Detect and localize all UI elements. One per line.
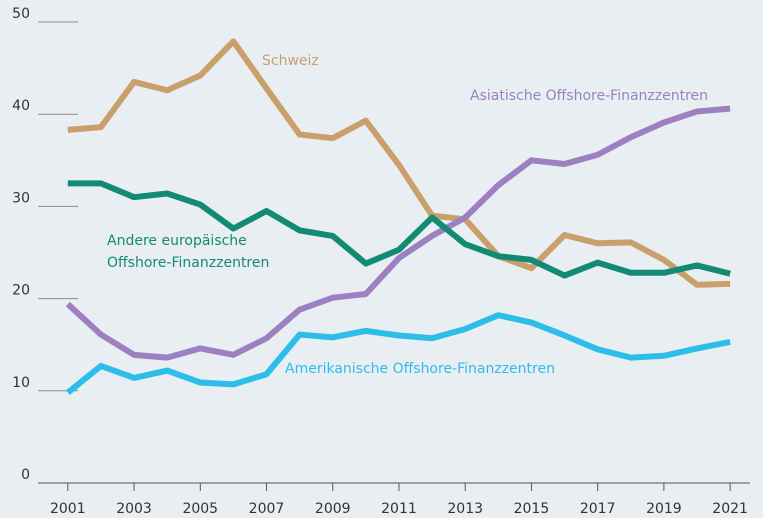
line <box>67 38 731 288</box>
x-tick-label: 2021 <box>712 501 748 517</box>
y-tick-label: 50 <box>12 6 30 22</box>
line <box>67 180 731 279</box>
x-tick-label: 2007 <box>249 501 285 517</box>
x-tick-label: 2015 <box>514 501 550 517</box>
y-tick-label: 0 <box>21 467 30 483</box>
x-tick-label: 2013 <box>447 501 483 517</box>
line <box>65 312 731 395</box>
y-tick-label: 40 <box>12 98 30 114</box>
y-tick-label: 30 <box>12 190 30 206</box>
series-label: Asiatische Offshore-Finanzzentren <box>470 88 709 104</box>
line <box>65 105 731 361</box>
series-label: Schweiz <box>262 53 319 69</box>
series-label: Amerikanische Offshore-Finanzzentren <box>285 361 555 377</box>
x-tick-label: 2001 <box>50 501 86 517</box>
x-tick-label: 2019 <box>646 501 682 517</box>
x-tick-label: 2017 <box>580 501 616 517</box>
x-tick-label: 2005 <box>182 501 218 517</box>
y-tick-label: 20 <box>12 283 30 299</box>
x-tick-label: 2003 <box>116 501 152 517</box>
series-label: Andere europäische Offshore-Finanzzentre… <box>107 233 270 271</box>
y-tick-label: 10 <box>12 375 30 391</box>
x-tick-label: 2009 <box>315 501 351 517</box>
x-tick-label: 2011 <box>381 501 417 517</box>
